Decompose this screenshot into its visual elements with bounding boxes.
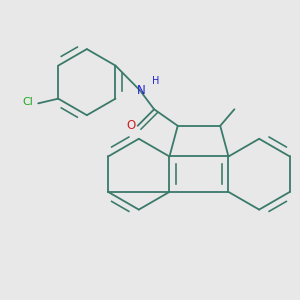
Text: Cl: Cl [22, 97, 33, 107]
Text: H: H [152, 76, 159, 86]
Text: O: O [126, 119, 135, 132]
Text: N: N [137, 84, 146, 97]
